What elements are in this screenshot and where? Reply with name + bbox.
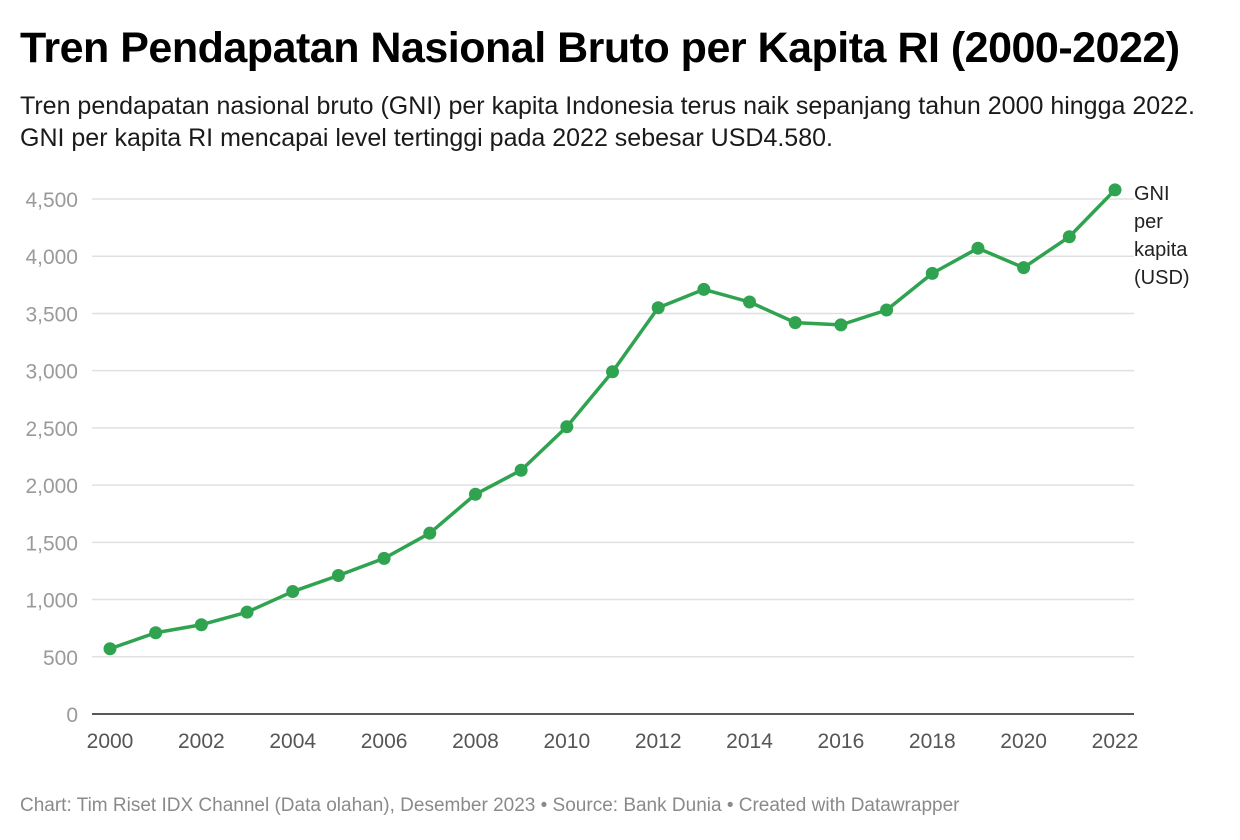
data-point bbox=[514, 463, 528, 477]
data-point bbox=[560, 420, 574, 434]
y-tick-label: 500 bbox=[43, 647, 78, 670]
data-point bbox=[788, 316, 802, 330]
y-tick-label: 2,500 bbox=[25, 418, 78, 441]
data-point bbox=[971, 241, 985, 255]
data-point bbox=[149, 626, 163, 640]
y-tick-label: 4,000 bbox=[25, 246, 78, 269]
data-series bbox=[103, 183, 1122, 656]
y-tick-label: 2,000 bbox=[25, 475, 78, 498]
line-chart: 0 500 1,000 1,500 2,000 2,500 3,000 3,500 4,000 4… bbox=[25, 183, 1190, 753]
data-point bbox=[743, 295, 757, 309]
series-label-line: kapita bbox=[1134, 239, 1188, 261]
data-point bbox=[331, 569, 345, 583]
data-point bbox=[194, 618, 208, 632]
data-point bbox=[834, 318, 848, 332]
data-point bbox=[651, 301, 665, 315]
y-tick-label: 3,000 bbox=[25, 361, 78, 384]
x-tick-label: 2020 bbox=[1000, 730, 1047, 753]
series-line bbox=[108, 188, 1117, 651]
x-tick-label: 2000 bbox=[87, 730, 134, 753]
data-point bbox=[697, 282, 711, 296]
x-tick-label: 2004 bbox=[269, 730, 316, 753]
series-label-line: GNI bbox=[1134, 183, 1170, 205]
gridlines bbox=[92, 198, 1134, 658]
data-point bbox=[468, 487, 482, 501]
x-tick-label: 2014 bbox=[726, 730, 773, 753]
y-tick-label: 4,500 bbox=[25, 189, 78, 212]
x-tick-label: 2006 bbox=[361, 730, 408, 753]
data-point bbox=[423, 526, 437, 540]
data-point bbox=[377, 551, 391, 565]
y-tick-label: 3,500 bbox=[25, 303, 78, 326]
x-axis-labels: 2000 2002 2004 2006 2008 2010 2012 2014 2016 2018… bbox=[87, 730, 1139, 753]
x-tick-label: 2010 bbox=[543, 730, 590, 753]
chart-footer: Chart: Tim Riset IDX Channel (Data olaha… bbox=[20, 795, 960, 816]
data-point bbox=[1108, 183, 1122, 197]
x-tick-label: 2016 bbox=[818, 730, 865, 753]
data-point bbox=[103, 642, 117, 656]
y-tick-label: 1,500 bbox=[25, 532, 78, 555]
data-point bbox=[880, 303, 894, 317]
data-point bbox=[606, 365, 619, 379]
series-label-line: (USD) bbox=[1134, 267, 1190, 289]
series-label: GNI per kapita (USD) bbox=[1134, 183, 1190, 289]
data-point bbox=[1062, 230, 1076, 244]
chart-title: Tren Pendapatan Nasional Bruto per Kapit… bbox=[20, 24, 1180, 72]
y-tick-label: 1,000 bbox=[25, 590, 78, 613]
y-axis-labels: 0 500 1,000 1,500 2,000 2,500 3,000 3,500 4,000 4… bbox=[25, 189, 78, 727]
x-tick-label: 2008 bbox=[452, 730, 499, 753]
x-tick-label: 2018 bbox=[909, 730, 956, 753]
x-tick-label: 2012 bbox=[635, 730, 682, 753]
data-point bbox=[286, 585, 300, 599]
chart-subtitle: Tren pendapatan nasional bruto (GNI) per… bbox=[20, 92, 1195, 152]
y-tick-label: 0 bbox=[66, 704, 78, 727]
series-label-line: per bbox=[1134, 211, 1163, 233]
x-tick-label: 2002 bbox=[178, 730, 225, 753]
data-point bbox=[925, 266, 939, 280]
x-tick-label: 2022 bbox=[1092, 730, 1139, 753]
data-point bbox=[1017, 261, 1031, 275]
data-point bbox=[240, 605, 254, 619]
